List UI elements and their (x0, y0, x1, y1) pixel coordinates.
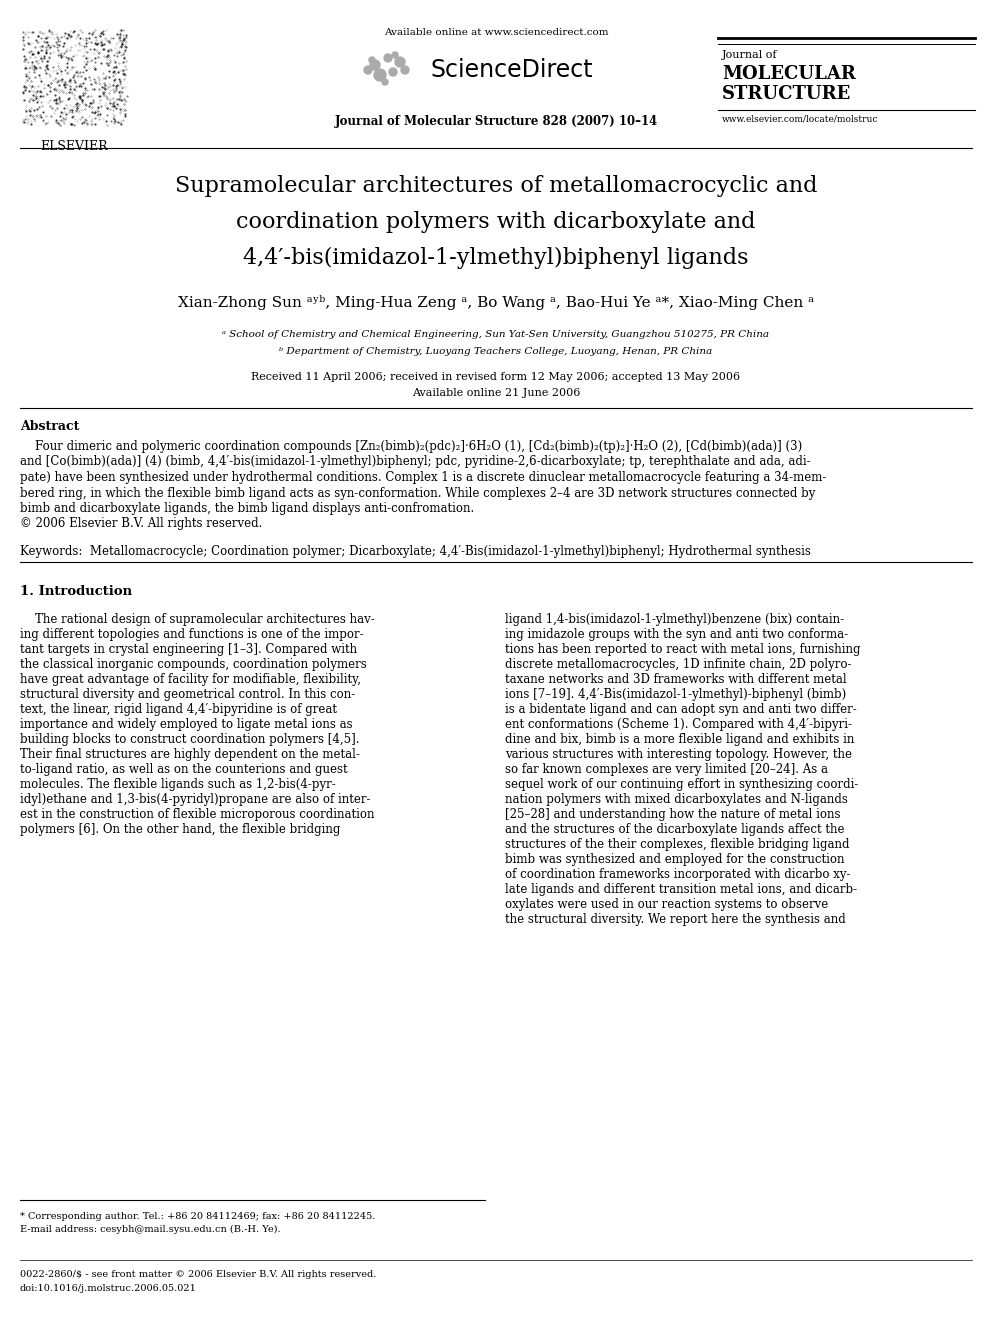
Text: and the structures of the dicarboxylate ligands affect the: and the structures of the dicarboxylate … (505, 823, 844, 836)
Text: importance and widely employed to ligate metal ions as: importance and widely employed to ligate… (20, 718, 352, 732)
Text: text, the linear, rigid ligand 4,4′-bipyridine is of great: text, the linear, rigid ligand 4,4′-bipy… (20, 703, 337, 716)
Text: idyl)ethane and 1,3-bis(4-pyridyl)propane are also of inter-: idyl)ethane and 1,3-bis(4-pyridyl)propan… (20, 792, 370, 806)
Text: ions [7–19]. 4,4′-Bis(imidazol-1-ylmethyl)-biphenyl (bimb): ions [7–19]. 4,4′-Bis(imidazol-1-ylmethy… (505, 688, 846, 701)
Text: structures of the their complexes, flexible bridging ligand: structures of the their complexes, flexi… (505, 837, 849, 851)
Circle shape (401, 66, 409, 74)
Circle shape (369, 57, 375, 64)
Text: late ligands and different transition metal ions, and dicarb-: late ligands and different transition me… (505, 882, 857, 896)
Text: doi:10.1016/j.molstruc.2006.05.021: doi:10.1016/j.molstruc.2006.05.021 (20, 1285, 196, 1293)
Circle shape (384, 54, 392, 62)
Text: structural diversity and geometrical control. In this con-: structural diversity and geometrical con… (20, 688, 355, 701)
Text: Journal of: Journal of (722, 50, 778, 60)
Text: MOLECULAR: MOLECULAR (722, 65, 856, 83)
Text: Their final structures are highly dependent on the metal-: Their final structures are highly depend… (20, 747, 360, 761)
Text: Abstract: Abstract (20, 419, 79, 433)
Text: 1. Introduction: 1. Introduction (20, 585, 132, 598)
Text: Xian-Zhong Sun ᵃʸᵇ, Ming-Hua Zeng ᵃ, Bo Wang ᵃ, Bao-Hui Ye ᵃ*, Xiao-Ming Chen ᵃ: Xian-Zhong Sun ᵃʸᵇ, Ming-Hua Zeng ᵃ, Bo … (178, 295, 814, 310)
Text: to-ligand ratio, as well as on the counterions and guest: to-ligand ratio, as well as on the count… (20, 763, 347, 777)
Text: ᵃ School of Chemistry and Chemical Engineering, Sun Yat-Sen University, Guangzho: ᵃ School of Chemistry and Chemical Engin… (222, 329, 770, 339)
Text: 4,4′-bis(imidazol-1-ylmethyl)biphenyl ligands: 4,4′-bis(imidazol-1-ylmethyl)biphenyl li… (243, 247, 749, 269)
Text: have great advantage of facility for modifiable, flexibility,: have great advantage of facility for mod… (20, 673, 361, 687)
Text: polymers [6]. On the other hand, the flexible bridging: polymers [6]. On the other hand, the fle… (20, 823, 340, 836)
Text: is a bidentate ligand and can adopt syn and anti two differ-: is a bidentate ligand and can adopt syn … (505, 703, 857, 716)
Text: [25–28] and understanding how the nature of metal ions: [25–28] and understanding how the nature… (505, 808, 840, 822)
Text: sequel work of our continuing effort in synthesizing coordi-: sequel work of our continuing effort in … (505, 778, 858, 791)
Text: STRUCTURE: STRUCTURE (722, 85, 851, 103)
Text: the classical inorganic compounds, coordination polymers: the classical inorganic compounds, coord… (20, 658, 367, 671)
Circle shape (392, 52, 398, 58)
Text: discrete metallomacrocycles, 1D infinite chain, 2D polyro-: discrete metallomacrocycles, 1D infinite… (505, 658, 851, 671)
Text: E-mail address: cesybh@mail.sysu.edu.cn (B.-H. Ye).: E-mail address: cesybh@mail.sysu.edu.cn … (20, 1225, 281, 1234)
Text: oxylates were used in our reaction systems to observe: oxylates were used in our reaction syste… (505, 898, 828, 912)
Text: * Corresponding author. Tel.: +86 20 84112469; fax: +86 20 84112245.: * Corresponding author. Tel.: +86 20 841… (20, 1212, 375, 1221)
Text: Received 11 April 2006; received in revised form 12 May 2006; accepted 13 May 20: Received 11 April 2006; received in revi… (251, 372, 741, 382)
Text: Keywords:  Metallomacrocycle; Coordination polymer; Dicarboxylate; 4,4′-Bis(imid: Keywords: Metallomacrocycle; Coordinatio… (20, 545, 810, 558)
Text: www.elsevier.com/locate/molstruc: www.elsevier.com/locate/molstruc (722, 115, 879, 124)
Text: nation polymers with mixed dicarboxylates and N-ligands: nation polymers with mixed dicarboxylate… (505, 792, 848, 806)
Text: tions has been reported to react with metal ions, furnishing: tions has been reported to react with me… (505, 643, 860, 656)
Text: ᵇ Department of Chemistry, Luoyang Teachers College, Luoyang, Henan, PR China: ᵇ Department of Chemistry, Luoyang Teach… (280, 347, 712, 356)
Text: coordination polymers with dicarboxylate and: coordination polymers with dicarboxylate… (236, 210, 756, 233)
Circle shape (395, 57, 405, 67)
Text: bimb and dicarboxylate ligands, the bimb ligand displays anti-confromation.: bimb and dicarboxylate ligands, the bimb… (20, 501, 474, 515)
Circle shape (382, 79, 388, 85)
Text: of coordination frameworks incorporated with dicarbo xy-: of coordination frameworks incorporated … (505, 868, 850, 881)
Circle shape (370, 60, 380, 70)
Text: ing imidazole groups with the syn and anti two conforma-: ing imidazole groups with the syn and an… (505, 628, 848, 642)
Text: the structural diversity. We report here the synthesis and: the structural diversity. We report here… (505, 913, 846, 926)
Text: tant targets in crystal engineering [1–3]. Compared with: tant targets in crystal engineering [1–3… (20, 643, 357, 656)
Text: Available online 21 June 2006: Available online 21 June 2006 (412, 388, 580, 398)
Text: © 2006 Elsevier B.V. All rights reserved.: © 2006 Elsevier B.V. All rights reserved… (20, 517, 262, 531)
Text: ligand 1,4-bis(imidazol-1-ylmethyl)benzene (bix) contain-: ligand 1,4-bis(imidazol-1-ylmethyl)benze… (505, 613, 844, 626)
Circle shape (364, 66, 372, 74)
Text: and [Co(bimb)(ada)] (4) (bimb, 4,4′-bis(imidazol-1-ylmethyl)biphenyl; pdc, pyrid: and [Co(bimb)(ada)] (4) (bimb, 4,4′-bis(… (20, 455, 810, 468)
Text: molecules. The flexible ligands such as 1,2-bis(4-pyr-: molecules. The flexible ligands such as … (20, 778, 335, 791)
Text: bered ring, in which the flexible bimb ligand acts as syn-conformation. While co: bered ring, in which the flexible bimb l… (20, 487, 815, 500)
Text: ScienceDirect: ScienceDirect (430, 58, 592, 82)
Text: ELSEVIER: ELSEVIER (41, 140, 108, 153)
Text: pate) have been synthesized under hydrothermal conditions. Complex 1 is a discre: pate) have been synthesized under hydrot… (20, 471, 826, 484)
Text: The rational design of supramolecular architectures hav-: The rational design of supramolecular ar… (20, 613, 375, 626)
Text: 0022-2860/$ - see front matter © 2006 Elsevier B.V. All rights reserved.: 0022-2860/$ - see front matter © 2006 El… (20, 1270, 376, 1279)
Text: bimb was synthesized and employed for the construction: bimb was synthesized and employed for th… (505, 853, 844, 867)
Text: ent conformations (Scheme 1). Compared with 4,4′-bipyri-: ent conformations (Scheme 1). Compared w… (505, 718, 852, 732)
Text: Available online at www.sciencedirect.com: Available online at www.sciencedirect.co… (384, 28, 608, 37)
Text: dine and bix, bimb is a more flexible ligand and exhibits in: dine and bix, bimb is a more flexible li… (505, 733, 854, 746)
Text: Journal of Molecular Structure 828 (2007) 10–14: Journal of Molecular Structure 828 (2007… (334, 115, 658, 128)
Text: taxane networks and 3D frameworks with different metal: taxane networks and 3D frameworks with d… (505, 673, 846, 687)
Text: ing different topologies and functions is one of the impor-: ing different topologies and functions i… (20, 628, 364, 642)
Text: est in the construction of flexible microporous coordination: est in the construction of flexible micr… (20, 808, 375, 822)
Text: Four dimeric and polymeric coordination compounds [Zn₂(bimb)₂(pdc)₂]·6H₂O (1), [: Four dimeric and polymeric coordination … (20, 441, 803, 452)
Text: various structures with interesting topology. However, the: various structures with interesting topo… (505, 747, 852, 761)
Text: Supramolecular architectures of metallomacrocyclic and: Supramolecular architectures of metallom… (175, 175, 817, 197)
Text: so far known complexes are very limited [20–24]. As a: so far known complexes are very limited … (505, 763, 828, 777)
Text: building blocks to construct coordination polymers [4,5].: building blocks to construct coordinatio… (20, 733, 359, 746)
Circle shape (374, 69, 386, 81)
Circle shape (389, 67, 397, 75)
